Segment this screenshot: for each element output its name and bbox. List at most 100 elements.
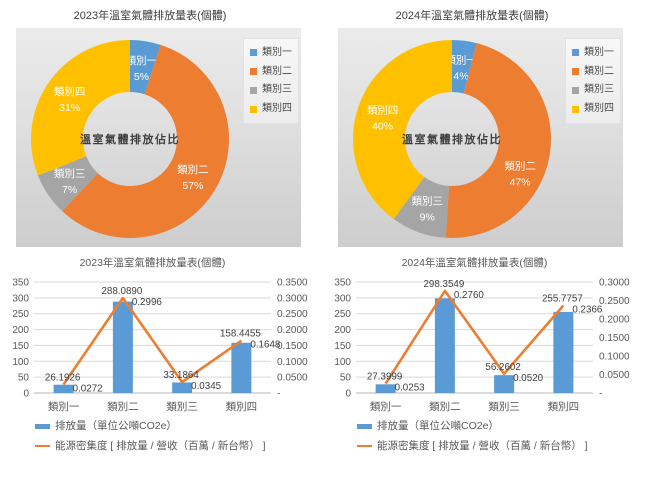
bar — [434, 298, 455, 393]
bar-data-label: 26.1926 — [45, 372, 81, 383]
right-axis-tick-label: - — [599, 389, 602, 400]
legend-item: 類別二 — [250, 65, 298, 77]
left-axis-tick-label: 0 — [23, 389, 29, 400]
right-axis-tick-label: 0.2000 — [599, 315, 630, 326]
legend-item: 排放量（單位公噸CO2e） — [35, 420, 266, 433]
bar-data-label: 255.7757 — [542, 293, 583, 304]
chart-legend: 排放量（單位公噸CO2e） 能源密集度 [ 排放量 / 營收（百萬 / 新台幣） … — [357, 420, 588, 452]
category-label: 類別二 — [107, 401, 139, 413]
legend-label: 能源密集度 [ 排放量 / 營收（百萬 / 新台幣） ] — [377, 439, 588, 452]
right-axis-tick-label: 0.3000 — [599, 278, 630, 289]
bar — [553, 311, 574, 393]
line-series — [384, 289, 565, 385]
legend-swatch — [250, 105, 257, 113]
doughnut-slice — [452, 40, 477, 94]
chart-legend: 排放量（單位公噸CO2e） 能源密集度 [ 排放量 / 營收（百萬 / 新台幣） … — [35, 420, 266, 452]
legend-item: 能源密集度 [ 排放量 / 營收（百萬 / 新台幣） ] — [357, 440, 588, 453]
bar-data-label: 158.4455 — [220, 329, 261, 340]
doughnut-slice — [30, 40, 130, 176]
legend-swatch — [572, 105, 579, 113]
legend-item: 類別一 — [250, 47, 298, 58]
bar — [375, 384, 396, 393]
chart-legend: 類別一 類別二 類別三 類別四 — [565, 38, 621, 124]
legend-item: 類別四 — [250, 104, 298, 114]
left-axis-tick-label: 250 — [12, 309, 29, 320]
doughnut-svg: 類別一 4% 類別二 47% 類別三 9% 類別四 40%溫室氣體排放佔比 — [353, 40, 551, 238]
chart-title: 2024年溫室氣體排放量表(個體) — [401, 257, 548, 269]
doughnut-svg: 類別一 5% 類別二 57% 類別三 7% 類別四 31% 溫室氣體排放佔比 — [30, 40, 230, 239]
chart-title: 2023年溫室氣體排放量表(個體) — [73, 10, 227, 22]
line-data-label: 0.0520 — [513, 373, 544, 384]
legend-swatch — [250, 49, 257, 57]
bar — [112, 301, 133, 393]
legend-item: 排放量（單位公噸CO2e） — [357, 420, 588, 433]
doughnut-slice — [37, 156, 98, 212]
left-axis-tick-label: 300 — [12, 293, 29, 304]
doughnut-slice — [62, 44, 230, 239]
legend-swatch — [572, 68, 579, 76]
right-axis-tick-label: 0.1500 — [277, 341, 308, 352]
legend-line-swatch — [35, 444, 50, 448]
left-axis-tick-label: 50 — [18, 373, 30, 384]
category-label: 類別三 — [166, 401, 198, 413]
legend-bar-swatch — [35, 423, 50, 429]
line-data-label: 0.1648 — [250, 340, 281, 351]
right-axis-tick-label: 0.2500 — [277, 309, 308, 320]
bar-data-label: 288.0890 — [101, 286, 142, 297]
legend-label: 能源密集度 [ 排放量 / 營收（百萬 / 新台幣） ] — [55, 439, 266, 452]
bar-data-label: 56.2602 — [485, 362, 520, 373]
left-axis-tick-label: 350 — [12, 278, 29, 289]
doughnut-slice — [130, 40, 161, 95]
right-axis-tick-label: 0.2000 — [277, 325, 308, 336]
doughnut-chart-2024[interactable]: 2024年溫室氣體排放量表(個體) 類別一 4% 類別二 47% 類別三 9% 類別四 40%… — [322, 0, 645, 250]
combo-chart-2024[interactable]: 2024年溫室氣體排放量表(個體) 350 300 250 200 150 100 50 0 0… — [322, 250, 645, 491]
left-axis-tick-label: 100 — [334, 357, 351, 368]
legend-item: 類別一 — [572, 47, 620, 58]
slice-data-label: 類別四 40% — [367, 104, 399, 132]
legend-swatch — [572, 86, 579, 94]
slice-data-label: 類別三 9% — [412, 196, 444, 224]
slice-data-label: 類別三 7% — [54, 168, 86, 196]
right-axis-tick-label: 0.0500 — [277, 373, 308, 384]
legend-label: 類別二 — [262, 65, 292, 77]
legend-item: 類別二 — [572, 66, 620, 77]
left-axis-tick-label: 200 — [12, 325, 29, 336]
chart-legend: 類別一 類別二 類別三 類別四 — [243, 38, 299, 124]
line-data-label: 0.2760 — [454, 290, 485, 301]
category-label: 類別一 — [370, 401, 402, 413]
doughnut-chart-2023[interactable]: 2023年溫室氣體排放量表(個體) 類別一 5% 類別二 57% 類別三 7% 類別四 31%… — [0, 0, 322, 250]
doughnut-slice — [393, 177, 450, 238]
chart-title: 2023年溫室氣體排放量表(個體) — [79, 257, 226, 269]
legend-label: 類別四 — [584, 103, 614, 115]
legend-item: 能源密集度 [ 排放量 / 營收（百萬 / 新台幣） ] — [35, 440, 266, 453]
left-axis-tick-label: 200 — [334, 325, 351, 336]
bar-data-label: 33.1864 — [163, 370, 199, 381]
category-label: 類別二 — [429, 401, 461, 413]
doughnut-slice — [353, 40, 452, 220]
right-axis-tick-label: 0.3000 — [277, 293, 308, 304]
combo-chart-2023[interactable]: 2023年溫室氣體排放量表(個體) 350 300 250 200 150 100 50 0 0… — [0, 250, 322, 491]
legend-swatch — [250, 86, 257, 94]
category-label: 類別三 — [488, 401, 520, 413]
category-label: 類別四 — [226, 401, 258, 413]
left-axis-tick-label: 100 — [12, 357, 29, 368]
legend-label: 類別四 — [262, 103, 292, 115]
right-axis-tick-label: 0.1000 — [277, 357, 308, 368]
legend-item: 類別四 — [572, 104, 620, 114]
chart-plot-area: 類別一 4% 類別二 47% 類別三 9% 類別四 40% 溫室氣體排放佔比 類別一 類別二 類別三… — [338, 28, 623, 247]
legend-label: 排放量（單位公噸CO2e） — [377, 420, 499, 432]
left-axis-tick-label: 350 — [334, 278, 351, 289]
slice-data-label: 類別四 31% — [54, 86, 86, 114]
right-axis-tick-label: - — [277, 389, 280, 400]
combo-svg: 3503002502001501005000.30000.25000.20000… — [334, 278, 630, 414]
legend-swatch — [250, 68, 257, 76]
legend-label: 排放量（單位公噸CO2e） — [55, 420, 177, 432]
left-axis-tick-label: 150 — [334, 341, 351, 352]
category-label: 類別一 — [48, 401, 80, 413]
doughnut-center-label: 溫室氣體排放佔比 — [402, 132, 502, 146]
doughnut-center-label: 溫室氣體排放佔比 — [80, 132, 180, 146]
line-data-label: 0.2366 — [572, 304, 603, 315]
left-axis-tick-label: 50 — [340, 373, 352, 384]
right-axis-tick-label: 0.1500 — [599, 333, 630, 344]
slice-data-label: 類別二 47% — [504, 160, 536, 188]
